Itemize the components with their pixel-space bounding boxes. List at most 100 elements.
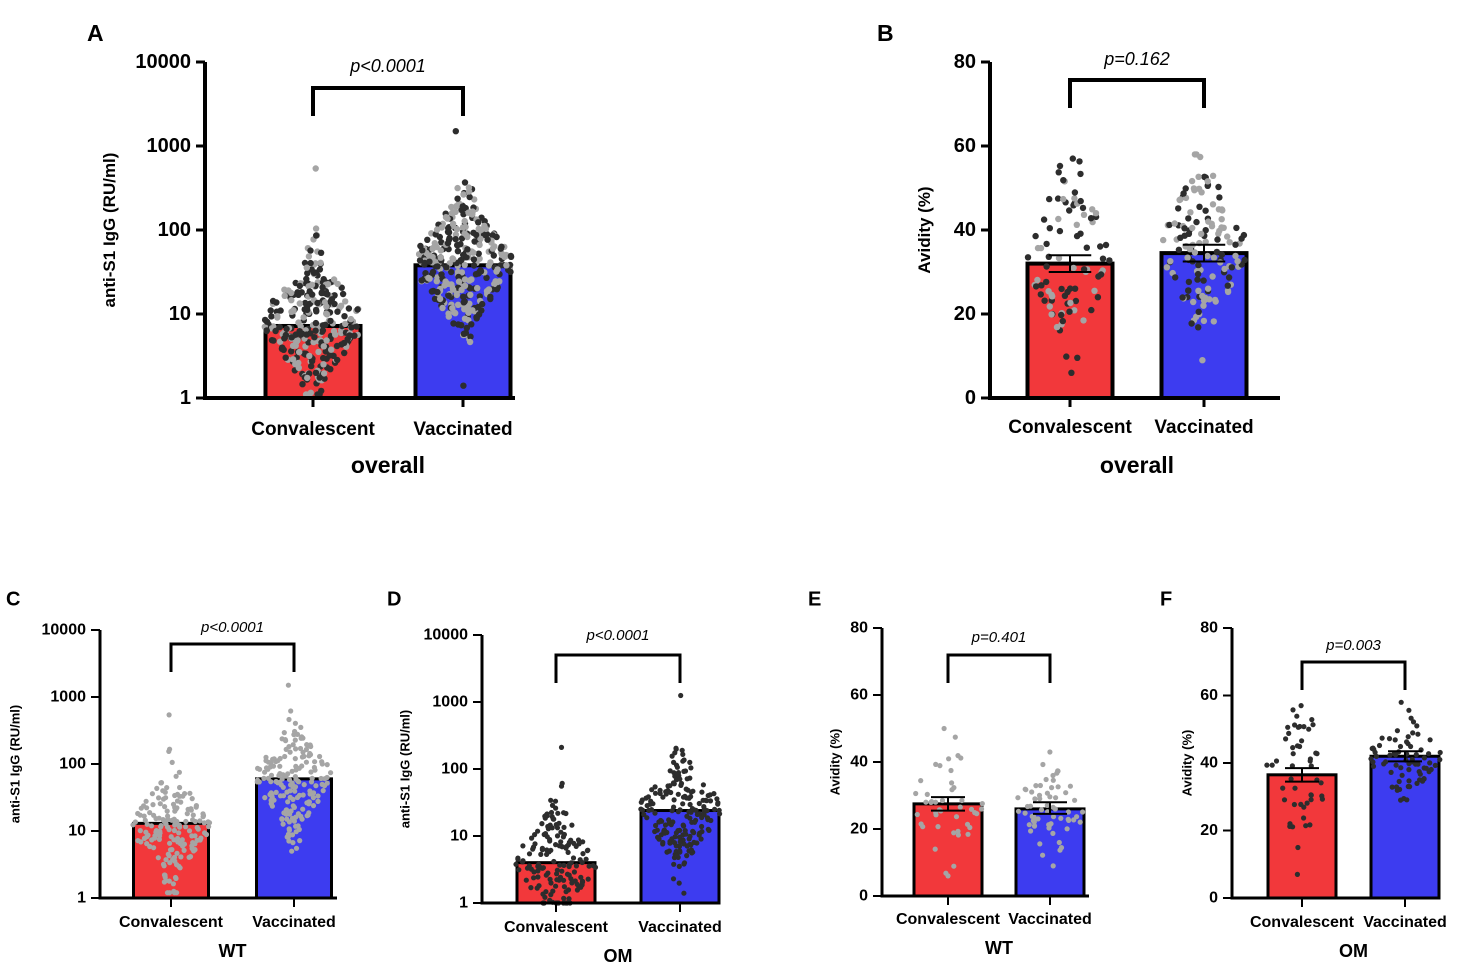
data-point (315, 793, 321, 799)
data-point (1199, 357, 1206, 364)
data-point (156, 795, 162, 801)
data-point (144, 821, 150, 827)
chart-title: OM (604, 946, 633, 963)
data-point (946, 756, 952, 762)
data-point (1198, 189, 1205, 196)
y-tick-label: 1 (180, 387, 191, 409)
data-point (1427, 760, 1433, 766)
data-point (687, 759, 693, 766)
data-point (467, 291, 474, 298)
data-point (1202, 227, 1209, 234)
data-point (1290, 751, 1296, 757)
data-point (1015, 808, 1022, 814)
data-point (1188, 177, 1196, 185)
data-point (958, 755, 964, 761)
x-tick-label: Vaccinated (413, 419, 512, 440)
data-point (671, 840, 678, 846)
data-point (347, 315, 355, 323)
data-point (680, 751, 686, 758)
data-point (452, 231, 460, 238)
data-point (652, 810, 658, 816)
data-point (334, 356, 341, 364)
data-point (267, 307, 274, 314)
data-point (1060, 195, 1067, 203)
data-point (1069, 155, 1077, 162)
data-point (573, 863, 580, 869)
y-tick-label: 1 (77, 890, 86, 907)
data-point (432, 231, 439, 238)
data-point (449, 286, 457, 293)
data-point (667, 840, 673, 846)
data-point (177, 784, 183, 791)
data-point (1166, 221, 1173, 229)
data-point (459, 203, 466, 210)
data-point (557, 874, 564, 880)
data-point (638, 806, 644, 812)
data-point (460, 293, 467, 300)
data-point (445, 292, 452, 299)
data-point (144, 834, 150, 840)
data-point (308, 357, 316, 365)
data-point (174, 798, 181, 804)
data-point (330, 276, 338, 283)
data-point (1099, 255, 1107, 262)
data-point (454, 195, 461, 202)
data-point (652, 784, 658, 790)
data-point (1233, 224, 1240, 232)
data-point (584, 848, 591, 854)
data-point (1414, 723, 1420, 729)
data-point (701, 806, 707, 812)
data-point (433, 278, 440, 285)
data-point (326, 352, 334, 359)
data-point (467, 333, 474, 340)
data-point (1376, 742, 1383, 749)
data-point (463, 232, 471, 240)
data-point (1071, 189, 1079, 196)
data-point (967, 824, 973, 831)
data-point (319, 284, 326, 291)
data-point (1182, 185, 1189, 192)
data-point (189, 843, 195, 849)
data-point (1295, 724, 1301, 730)
data-point (296, 792, 303, 798)
data-point (1294, 713, 1300, 719)
bar-convalescent (912, 802, 984, 898)
data-point (149, 791, 155, 797)
data-point (544, 847, 550, 853)
data-point (1273, 758, 1280, 764)
data-point (576, 841, 582, 847)
data-point (178, 854, 184, 860)
data-point (1318, 780, 1324, 786)
data-point (351, 332, 358, 339)
data-point (465, 209, 472, 216)
data-point (181, 847, 187, 854)
data-point (547, 838, 553, 844)
data-point (535, 828, 541, 834)
data-point (444, 240, 452, 247)
y-tick-label: 20 (850, 821, 868, 838)
data-point (202, 830, 208, 836)
data-point (1083, 244, 1091, 251)
y-axis-label: Avidity (%) (828, 729, 843, 796)
points-convalescent (1024, 155, 1113, 376)
data-point (1063, 353, 1070, 360)
data-point (163, 878, 169, 884)
points-convalescent (261, 165, 362, 398)
data-point (475, 303, 482, 311)
data-point (301, 753, 307, 760)
data-point (1238, 235, 1245, 242)
y-tick-label: 80 (850, 620, 868, 637)
data-point (1160, 236, 1167, 244)
data-point (528, 885, 534, 891)
data-point (310, 803, 317, 809)
data-point (662, 830, 668, 836)
error-bar-convalescent (931, 796, 965, 812)
data-point (465, 309, 472, 316)
data-point (449, 220, 457, 227)
data-point (452, 128, 459, 135)
data-point (1043, 240, 1050, 248)
data-point (445, 229, 453, 236)
data-point (1044, 802, 1050, 809)
data-point (279, 816, 285, 822)
data-point (175, 839, 181, 845)
